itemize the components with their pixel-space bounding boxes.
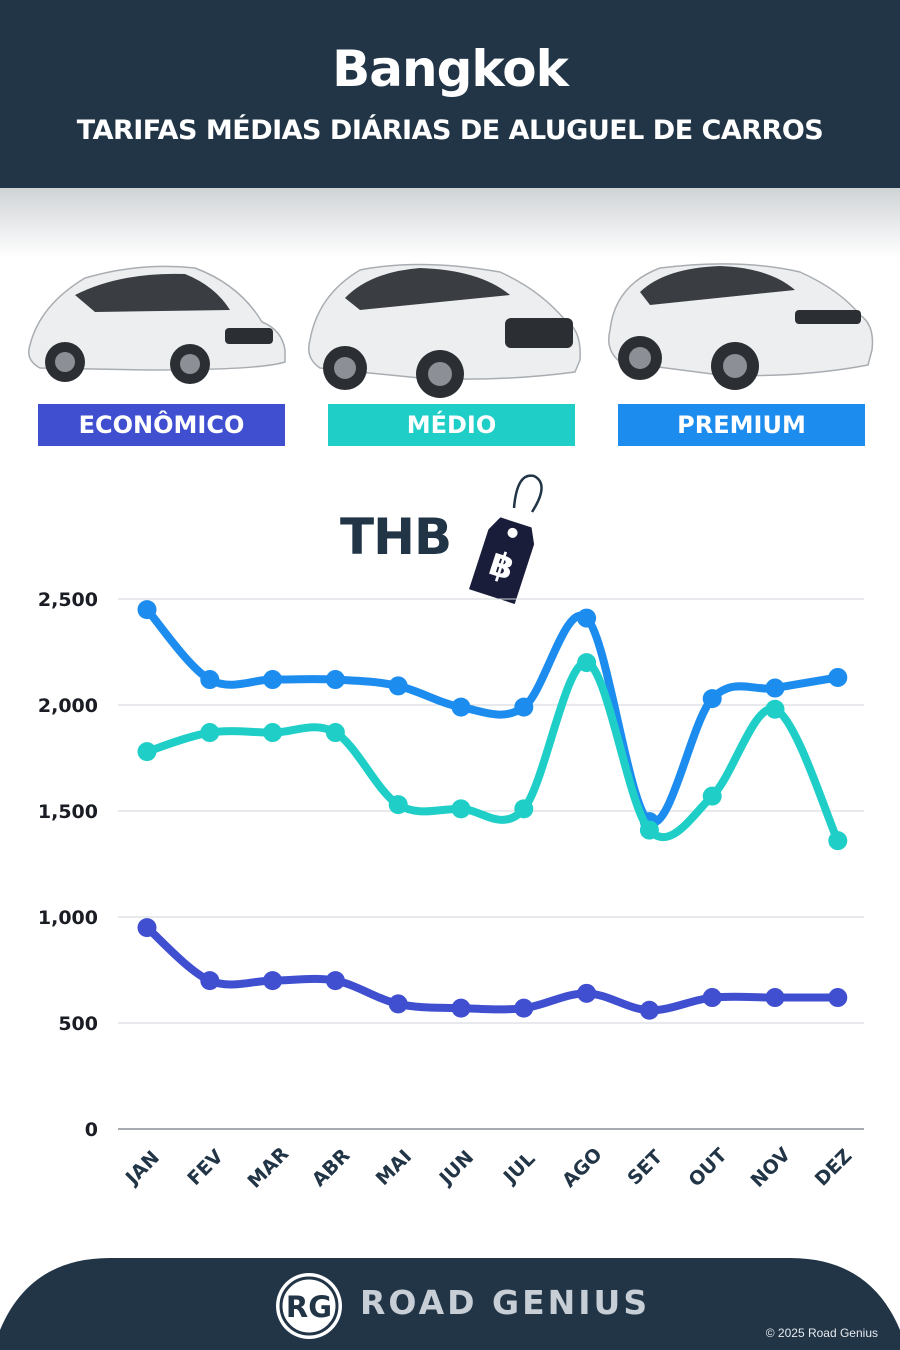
- category-badge-mid: MÉDIO: [328, 404, 575, 446]
- car-images: [28, 263, 874, 398]
- data-point-economico: [388, 994, 408, 1014]
- data-point-medio: [639, 820, 659, 840]
- data-point-economico: [765, 988, 785, 1008]
- car-premium-image: [608, 263, 874, 390]
- series-line-premium: [143, 605, 842, 827]
- copyright: © 2025 Road Genius: [765, 1326, 878, 1340]
- data-point-premium: [514, 697, 534, 717]
- x-tick-label: JUN: [434, 1146, 478, 1190]
- x-tick-label: MAR: [244, 1143, 294, 1193]
- y-tick-label: 2,500: [38, 589, 98, 611]
- y-tick-label: 500: [58, 1013, 98, 1035]
- data-point-economico: [639, 1000, 659, 1020]
- data-point-premium: [702, 689, 722, 709]
- y-tick-label: 2,000: [38, 695, 98, 717]
- y-tick-label: 0: [85, 1119, 98, 1141]
- data-point-premium: [451, 697, 471, 717]
- data-point-premium: [577, 608, 597, 628]
- data-point-premium: [828, 667, 848, 687]
- data-point-premium: [137, 600, 157, 620]
- brand-name: ROAD GENIUS: [360, 1283, 651, 1322]
- series-line-economico: [143, 923, 842, 1015]
- footer-background: [0, 1258, 900, 1350]
- header: Bangkok TARIFAS MÉDIAS DIÁRIAS DE ALUGUE…: [0, 0, 900, 188]
- x-tick-label: NOV: [747, 1143, 795, 1191]
- data-point-economico: [325, 971, 345, 991]
- data-point-premium: [263, 670, 283, 690]
- y-tick-label: 1,000: [38, 907, 98, 929]
- data-point-medio: [451, 799, 471, 819]
- data-point-medio: [828, 831, 848, 851]
- category-badge-premium: PREMIUM: [618, 404, 865, 446]
- road-genius-logo-icon: RG: [276, 1273, 342, 1339]
- x-tick-label: JUL: [498, 1148, 539, 1189]
- x-tick-label: SET: [623, 1146, 667, 1190]
- page-title: Bangkok: [332, 40, 569, 98]
- data-point-economico: [451, 998, 471, 1018]
- data-point-medio: [200, 723, 220, 743]
- header-shadow: [0, 188, 900, 258]
- data-point-medio: [577, 653, 597, 673]
- data-point-medio: [388, 795, 408, 815]
- data-point-economico: [514, 998, 534, 1018]
- data-point-premium: [765, 678, 785, 698]
- currency-label: THB: [340, 508, 452, 566]
- data-point-economico: [200, 971, 220, 991]
- data-point-medio: [514, 799, 534, 819]
- logo-text: RG: [286, 1290, 332, 1324]
- data-point-medio: [702, 786, 722, 806]
- data-point-economico: [263, 971, 283, 991]
- data-point-premium: [388, 676, 408, 696]
- x-tick-label: AGO: [558, 1144, 606, 1192]
- x-tick-label: JAN: [120, 1147, 164, 1191]
- data-point-medio: [765, 699, 785, 719]
- data-point-medio: [137, 742, 157, 762]
- car-mid-image: [308, 263, 581, 398]
- price-tag-icon: ฿: [466, 474, 543, 607]
- car-economy-image: [28, 265, 286, 384]
- x-tick-label: ABR: [308, 1144, 355, 1191]
- category-badge-economy: ECONÔMICO: [38, 404, 285, 446]
- x-tick-label: MAI: [372, 1146, 416, 1190]
- y-tick-label: 1,500: [38, 801, 98, 823]
- x-tick-label: OUT: [684, 1144, 731, 1191]
- data-point-economico: [702, 988, 722, 1008]
- data-point-premium: [325, 670, 345, 690]
- data-point-economico: [577, 983, 597, 1003]
- data-point-medio: [263, 723, 283, 743]
- data-point-economico: [137, 918, 157, 938]
- x-tick-label: FEV: [183, 1145, 228, 1190]
- data-point-premium: [200, 670, 220, 690]
- page-subtitle: TARIFAS MÉDIAS DIÁRIAS DE ALUGUEL DE CAR…: [76, 115, 824, 146]
- series-line-medio: [143, 658, 842, 845]
- rental-rate-line-chart: 0 500 1,000 1,500 2,000 2,500 JAN FEV MAR ABR MAI J…: [38, 589, 864, 1193]
- x-tick-label: DEZ: [811, 1145, 857, 1191]
- data-point-economico: [828, 988, 848, 1008]
- data-point-medio: [325, 723, 345, 743]
